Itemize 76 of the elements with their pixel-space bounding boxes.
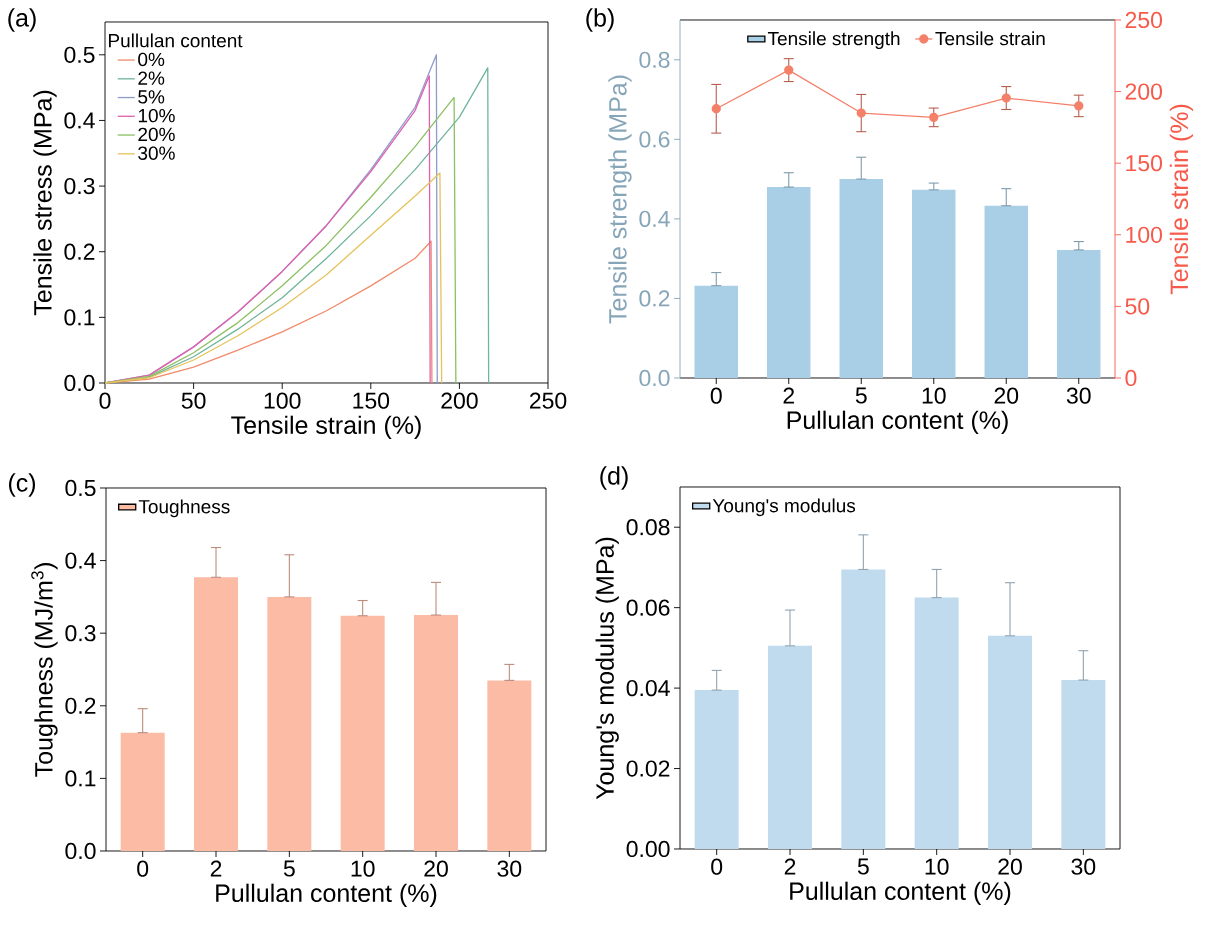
legend-label: Young's modulus [712,498,856,517]
y-axis-title: Young's modulus (MPa) [595,537,619,800]
y-tick-label: 0.0 [64,374,95,392]
text: (a) [8,8,36,32]
x-tick-label: 150 [353,392,390,409]
y2-tick-label: 0 [1125,369,1137,387]
y-tick-label: 0.3 [65,625,96,642]
y-tick-label: 0.0 [65,842,96,860]
x-tick-label: 200 [441,392,478,409]
x-tick-label: 20 [998,858,1022,875]
x-tick-label: 250 [529,392,567,409]
x-tick-label: 5 [855,387,867,404]
x-tick-label: 0 [711,858,723,875]
y2-tick-label: 250 [1125,11,1163,29]
y-tick-label: 0.5 [64,46,95,63]
x-tick-label: 5 [857,858,869,875]
legend-label: 30% [138,146,175,160]
legend-label: 0% [138,52,165,67]
x-axis-title: Pullulan content (%) [216,883,437,907]
x-tick-label: 30 [497,860,522,877]
y-tick-label: 0.1 [65,770,96,787]
y-tick-label: 0.08 [626,519,670,536]
y-tick-label: 0.4 [639,210,670,228]
x-tick-label: 20 [994,387,1019,404]
x-tick-label: 10 [351,860,375,877]
y2-tick-label: 50 [1125,298,1150,315]
y-tick-label: 0.0 [639,369,670,387]
x-tick-label: 30 [1071,858,1096,875]
legend-label: Toughness [138,499,230,518]
x-axis-title: Tensile strain (%) [231,415,421,439]
legend-label: 2% [138,71,165,85]
y-axis-title: Tensile stress (MPa) [33,90,57,316]
text: (b) [586,8,614,32]
text: (d) [600,466,628,490]
x-tick-label: 2 [210,860,222,877]
y2-tick-label: 150 [1126,155,1163,172]
y-tick-label: 0.6 [639,131,670,148]
x-axis-title: Pullulan content (%) [790,881,1011,905]
y2-tick-label: 100 [1126,226,1163,243]
x-tick-label: 0 [710,387,722,404]
x-tick-label: 10 [925,858,949,875]
y-tick-label: 0.00 [626,840,670,858]
x-tick-label: 100 [264,392,301,409]
x-tick-label: 10 [922,387,946,404]
legend-label: Tensile strain [935,31,1045,46]
y2-tick-label: 200 [1125,83,1163,100]
y-axis-title: Toughness (MJ/m$^{3}$) [31,563,58,777]
y-axis-title: Tensile strength (MPa) [608,75,632,324]
legend-label: 5% [138,90,165,104]
y-tick-label: 0.4 [65,552,96,569]
y-tick-label: 0.5 [65,479,96,497]
legend-label: 20% [138,127,175,142]
x-tick-label: 5 [283,860,295,877]
x-tick-label: 50 [181,392,206,409]
y-tick-label: 0.8 [639,51,670,68]
x-tick-label: 0 [137,860,149,877]
y-tick-label: 0.04 [626,679,670,697]
x-tick-label: 0 [99,392,111,409]
x-tick-label: 20 [424,860,448,877]
y-tick-label: 0.1 [64,309,95,326]
y-tick-label: 0.3 [64,177,95,195]
y-tick-label: 0.02 [626,760,670,777]
x-axis-title: Pullulan content (%) [787,410,1008,434]
y-tick-label: 0.4 [64,112,95,129]
legend-title: Pullulan content [109,33,243,48]
legend-label: 10% [138,108,175,123]
y-tick-label: 0.2 [639,290,670,307]
y2-axis-title: Tensile strain (%) [1169,104,1194,295]
y-tick-label: 0.2 [64,243,95,260]
legend-label: Tensile strength [767,31,900,50]
y-tick-label: 0.06 [626,599,670,616]
y-tick-label: 0.2 [65,697,96,714]
text: (c) [8,473,36,497]
x-tick-label: 30 [1066,387,1091,404]
x-tick-label: 2 [783,387,794,404]
x-tick-label: 2 [784,858,796,875]
